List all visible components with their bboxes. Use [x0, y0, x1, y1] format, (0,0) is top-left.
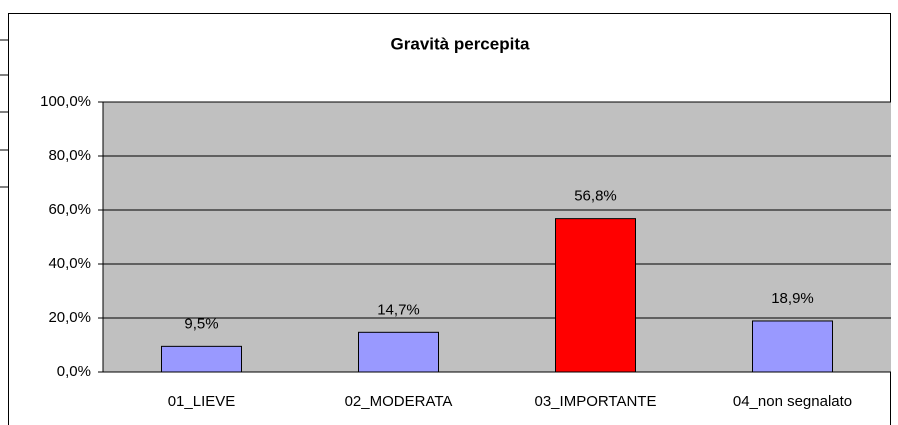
data-label: 56,8% — [574, 188, 617, 205]
data-label: 18,9% — [771, 290, 814, 307]
bar — [358, 331, 439, 373]
chart-title: Gravità percepita — [391, 34, 530, 53]
x-tick-label: 04_non segnalato — [733, 393, 852, 410]
bar — [752, 320, 833, 373]
x-tick-label: 03_IMPORTANTE — [535, 393, 657, 410]
y-tick-label: 20,0% — [48, 309, 91, 326]
x-tick-label: 01_LIEVE — [168, 393, 236, 410]
bar — [555, 218, 636, 373]
y-tick-label: 40,0% — [48, 255, 91, 272]
y-tick-label: 0,0% — [57, 363, 91, 380]
data-label: 9,5% — [184, 315, 218, 332]
table-fragment — [0, 39, 8, 188]
data-label: 14,7% — [377, 301, 420, 318]
y-tick-label: 60,0% — [48, 201, 91, 218]
x-tick-label: 02_MODERATA — [345, 393, 453, 410]
bar — [161, 345, 242, 373]
y-tick-label: 100,0% — [40, 93, 91, 110]
y-tick-label: 80,0% — [48, 147, 91, 164]
